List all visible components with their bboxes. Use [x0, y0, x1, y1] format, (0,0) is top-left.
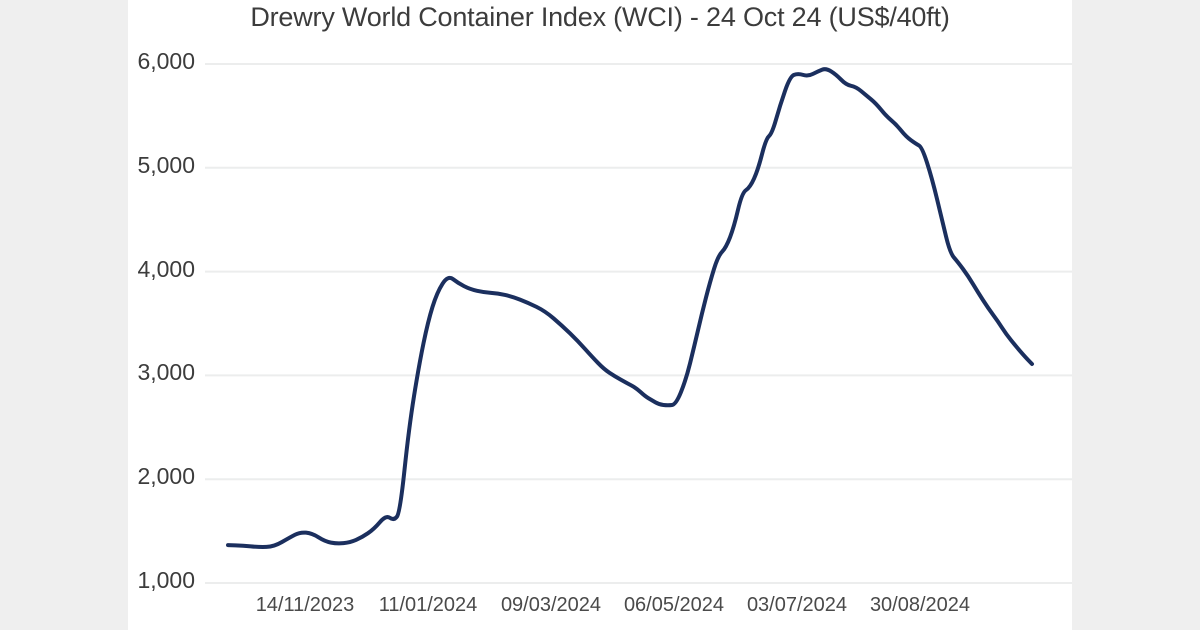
y-axis-tick-label: 4,000 [137, 255, 195, 282]
gridlines-group [205, 63, 1072, 584]
y-axis-tick-label: 1,000 [137, 567, 195, 593]
x-axis-tick-label: 09/03/2024 [500, 594, 602, 616]
line-chart-plot [205, 63, 1072, 584]
x-axis-tick-label: 14/11/2023 [255, 594, 355, 616]
letterbox-band-left [0, 0, 128, 630]
x-axis-tick-label: 11/01/2024 [378, 594, 478, 616]
chart-canvas: Drewry World Container Index (WCI) - 24 … [128, 0, 1072, 630]
x-axis-tick-label: 06/05/2024 [623, 594, 725, 616]
y-axis-tick-label: 3,000 [137, 359, 195, 386]
y-axis-tick-label: 6,000 [137, 48, 195, 74]
chart-title: Drewry World Container Index (WCI) - 24 … [250, 2, 950, 32]
y-axis-tick-label: 2,000 [137, 463, 195, 490]
letterbox-band-right [1072, 0, 1200, 630]
wci-series-line [226, 67, 1034, 549]
x-axis-tick-label: 30/08/2024 [869, 594, 971, 616]
y-axis-tick-label: 5,000 [137, 151, 195, 178]
x-axis-tick-label: 03/07/2024 [746, 594, 848, 616]
